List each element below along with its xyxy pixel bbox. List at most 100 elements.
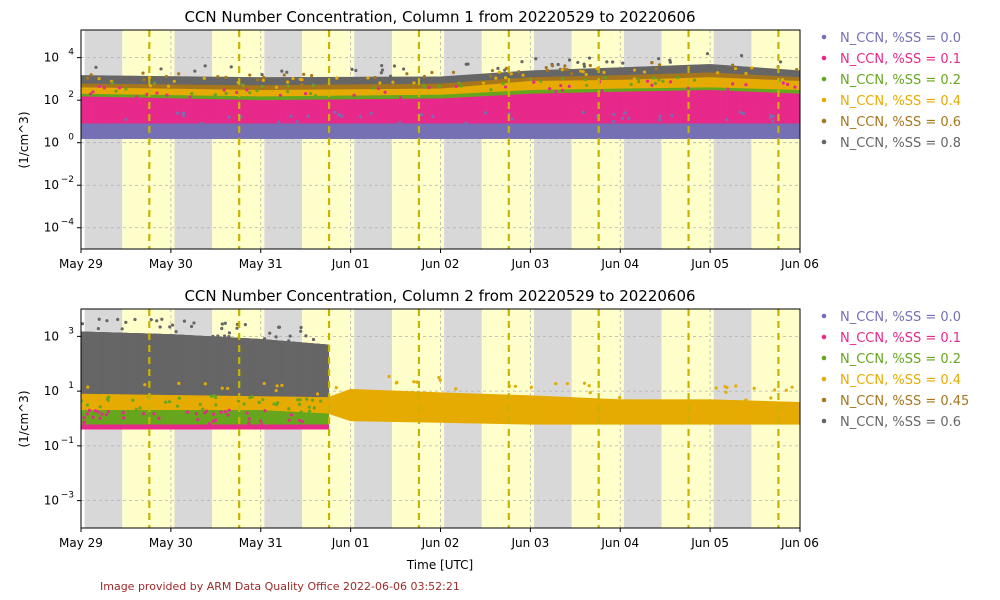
data-strip — [494, 95, 497, 129]
data-strip — [161, 98, 164, 133]
data-strip — [224, 395, 226, 413]
data-strip — [447, 98, 450, 130]
data-strip — [501, 95, 504, 129]
data-strip — [210, 395, 213, 413]
data-strip — [537, 395, 540, 425]
data-point — [311, 83, 315, 87]
data-strip — [659, 90, 661, 128]
data-strip — [391, 98, 394, 131]
data-strip — [430, 98, 433, 131]
data-strip — [138, 394, 141, 412]
data-strip — [796, 401, 799, 425]
data-strip — [717, 90, 720, 127]
data-strip — [260, 100, 262, 133]
data-strip — [411, 391, 414, 423]
data-strip — [657, 123, 660, 139]
data-strip — [491, 123, 494, 139]
data-strip — [425, 123, 427, 139]
night-shading — [84, 30, 123, 249]
data-strip — [682, 123, 685, 139]
data-point — [642, 70, 647, 74]
data-point — [149, 317, 153, 322]
data-strip — [666, 90, 668, 127]
data-strip — [729, 78, 732, 98]
data-strip — [785, 401, 788, 425]
data-point — [192, 321, 196, 325]
data-strip — [95, 123, 98, 139]
data-strip — [646, 123, 649, 139]
data-strip — [394, 123, 397, 139]
data-strip — [206, 395, 208, 413]
data-strip — [332, 395, 335, 416]
data-strip — [278, 123, 281, 139]
data-point — [224, 91, 228, 96]
data-strip — [746, 91, 749, 127]
data-point — [379, 71, 383, 75]
data-strip — [96, 394, 99, 411]
data-strip — [606, 123, 609, 139]
data-point — [490, 69, 495, 73]
data-strip — [515, 94, 517, 129]
data-strip — [610, 123, 613, 139]
data-strip — [231, 123, 233, 139]
data-point — [560, 68, 564, 72]
data-strip — [555, 396, 558, 425]
data-strip — [749, 91, 752, 127]
data-strip — [362, 123, 365, 139]
data-strip — [660, 123, 663, 139]
data-strip — [297, 123, 300, 139]
data-strip — [668, 90, 671, 127]
data-strip — [125, 394, 128, 411]
data-strip — [789, 93, 792, 128]
data-strip — [606, 398, 609, 425]
data-strip — [415, 123, 418, 139]
data-strip — [118, 97, 121, 133]
data-strip — [706, 399, 709, 425]
data-strip — [516, 394, 519, 425]
data-strip — [193, 395, 196, 412]
data-point — [738, 110, 742, 114]
data-strip — [661, 399, 664, 425]
data-strip — [239, 123, 242, 139]
data-strip — [103, 96, 106, 133]
data-strip — [564, 396, 567, 425]
data-strip — [193, 123, 196, 139]
data-strip — [174, 98, 177, 133]
data-strip — [760, 123, 763, 139]
data-point — [391, 80, 395, 84]
data-strip — [440, 123, 443, 139]
data-strip — [323, 123, 326, 139]
data-point — [668, 58, 672, 62]
data-strip — [106, 394, 109, 411]
data-point — [102, 86, 106, 90]
data-strip — [735, 400, 738, 425]
data-strip — [190, 123, 193, 139]
data-strip — [99, 96, 102, 133]
chart-1-gridlines — [81, 30, 800, 249]
data-strip — [455, 123, 458, 139]
data-strip — [642, 123, 645, 139]
data-strip — [91, 96, 93, 133]
data-strip — [412, 391, 415, 423]
data-strip — [703, 90, 706, 127]
data-strip — [754, 400, 757, 425]
data-point — [637, 80, 641, 84]
data-strip — [664, 399, 667, 425]
data-strip — [711, 123, 714, 139]
data-strip — [545, 396, 548, 425]
data-point — [227, 334, 231, 339]
data-strip — [438, 123, 441, 139]
data-strip — [634, 123, 637, 139]
data-strip — [382, 99, 384, 131]
data-strip — [420, 123, 423, 139]
data-strip — [746, 78, 749, 98]
data-strip — [706, 77, 709, 97]
data-strip — [400, 98, 402, 131]
data-strip — [210, 99, 213, 133]
data-strip — [673, 90, 675, 127]
data-point — [611, 119, 616, 124]
data-strip — [699, 123, 702, 139]
data-point — [705, 52, 710, 56]
data-strip — [323, 99, 326, 132]
data-strip — [479, 96, 481, 129]
